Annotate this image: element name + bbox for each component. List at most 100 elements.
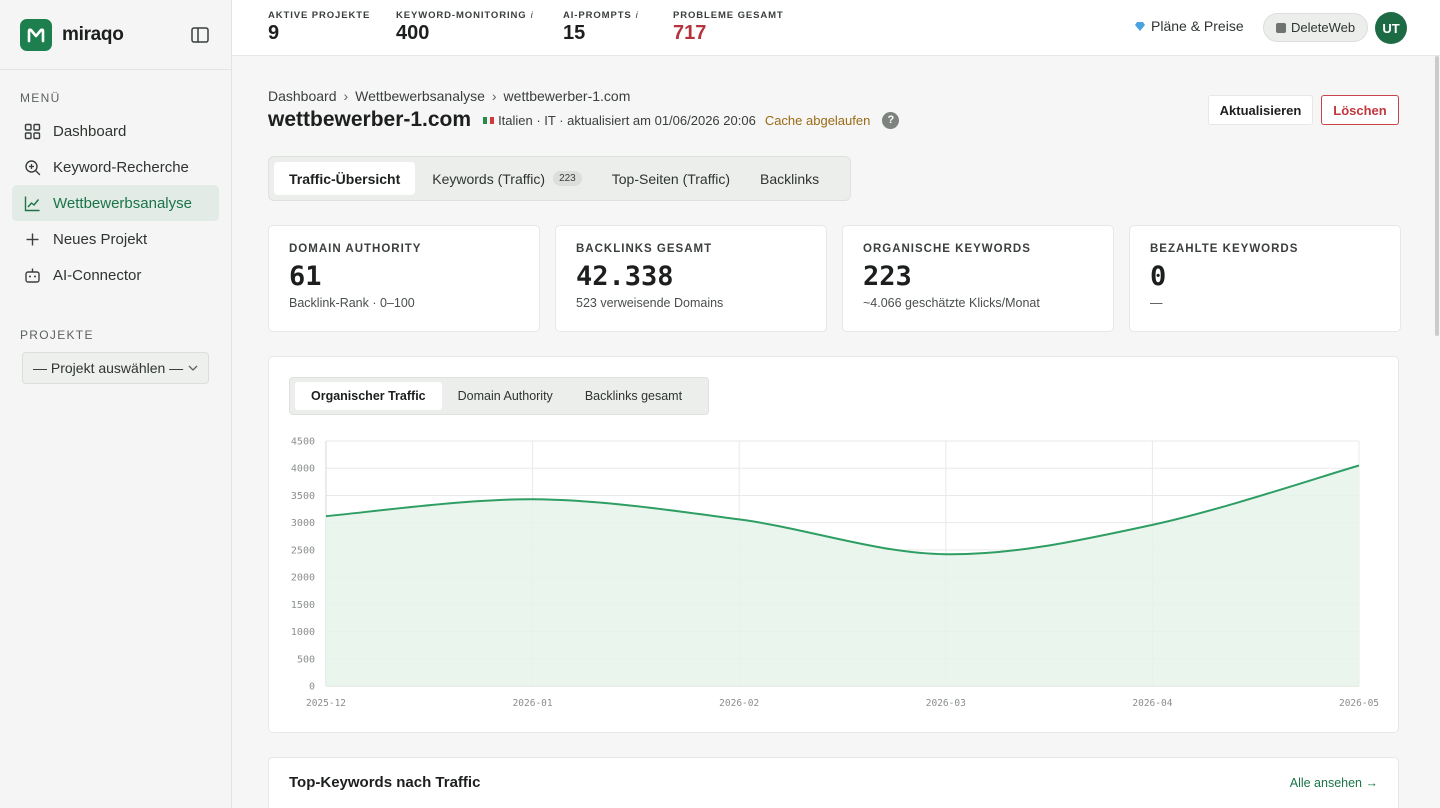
tab-backlinks[interactable]: Backlinks [760, 170, 820, 187]
view-all-link[interactable]: Alle ansehen → [1289, 776, 1378, 790]
project-select[interactable]: — Projekt auswählen — [22, 352, 209, 384]
stat-value: 400 [396, 22, 430, 44]
sidebar-item-label: Neues Projekt [53, 230, 148, 248]
x-tick-label: 2026-02 [719, 698, 759, 709]
info-icon[interactable]: i [530, 10, 533, 21]
y-tick-label: 0 [309, 682, 315, 693]
scrollbar[interactable] [1433, 56, 1440, 336]
page-meta-text: Italien · IT · aktualisiert am 01/06/202… [498, 112, 756, 128]
series-line [325, 464, 1360, 556]
breadcrumb: Dashboard › Wettbewerbsanalyse › wettbew… [268, 88, 630, 104]
chart-tabs: Organischer Traffic Domain Authority Bac… [289, 377, 709, 415]
metric-sub: Backlink-Rank · 0–100 [289, 296, 415, 310]
breadcrumb-dashboard[interactable]: Dashboard [268, 88, 337, 104]
top-keywords-card: Top-Keywords nach Traffic Alle ansehen → [268, 757, 1399, 808]
scrollbar-thumb[interactable] [1435, 56, 1439, 336]
sidebar-item-keyword-recherche[interactable]: Keyword-Recherche [12, 149, 219, 185]
breadcrumb-wettbewerbsanalyse[interactable]: Wettbewerbsanalyse [355, 88, 485, 104]
stat-label: KEYWORD-MONITORING i [396, 10, 533, 21]
metric-value: 0 [1150, 261, 1167, 292]
metric-label: ORGANISCHE KEYWORDS [863, 243, 1031, 255]
help-icon[interactable]: ? [882, 111, 900, 129]
metric-label: BACKLINKS GESAMT [576, 243, 713, 255]
metric-label: BEZAHLTE KEYWORDS [1150, 243, 1299, 255]
grid-icon [24, 123, 41, 139]
traffic-chart: 0 500 1000 1500 2000 2500 3000 3500 4000 4500 2025… [291, 437, 1379, 710]
breadcrumb-separator: › [491, 88, 497, 104]
metric-card-paid-keywords: BEZAHLTE KEYWORDS 0 — [1129, 225, 1401, 332]
menu-section-label: MENÜ [20, 91, 61, 105]
brand-name: miraqo [62, 23, 124, 45]
sidebar-nav: Dashboard Keyword-Recherche Wettbewerbsa… [0, 113, 231, 293]
sidebar-item-wettbewerbsanalyse[interactable]: Wettbewerbsanalyse [12, 185, 219, 221]
line-chart-icon [24, 196, 40, 211]
stat-value: 9 [268, 22, 280, 44]
x-tick-label: 2026-04 [1132, 698, 1172, 709]
tab-top-seiten[interactable]: Top-Seiten (Traffic) [611, 170, 731, 187]
stat-keyword-monitoring: KEYWORD-MONITORING i 400 [396, 10, 533, 45]
chart-tab-organic-traffic[interactable]: Organischer Traffic [295, 382, 442, 410]
sidebar-item-ai-connector[interactable]: AI-Connector [12, 257, 219, 293]
workspace-button[interactable]: DeleteWeb [1263, 13, 1369, 42]
plans-link[interactable]: Pläne & Preise [1135, 18, 1244, 34]
sidebar-item-label: AI-Connector [53, 266, 142, 284]
stat-ai-prompts: AI-PROMPTS i 15 [563, 10, 638, 45]
sidebar-item-neues-projekt[interactable]: Neues Projekt [12, 221, 219, 257]
y-tick-label: 2000 [291, 573, 315, 584]
avatar[interactable]: UT [1375, 12, 1407, 44]
projects-section-label: PROJEKTE [20, 328, 94, 342]
workspace-label: DeleteWeb [1291, 20, 1356, 35]
search-plus-icon [25, 159, 41, 175]
sidebar: miraqo MENÜ Dashboard Keyword-Recherche … [0, 0, 232, 808]
title-row: wettbewerber-1.com Italien · IT · aktual… [268, 108, 900, 132]
chart-tab-backlinks[interactable]: Backlinks gesamt [584, 389, 683, 403]
stat-label: AI-PROMPTS i [563, 10, 638, 21]
breadcrumb-current: wettbewerber-1.com [503, 88, 631, 104]
cache-status: Cache abgelaufen [764, 112, 871, 128]
x-tick-label: 2026-03 [926, 698, 966, 709]
sidebar-toggle-icon [191, 26, 209, 43]
logo-icon[interactable] [20, 18, 52, 51]
y-tick-label: 1000 [291, 627, 315, 638]
series-area [326, 465, 1359, 686]
page-title: wettbewerber-1.com [268, 108, 472, 131]
x-tick-label: 2025-12 [306, 698, 346, 709]
plus-icon [26, 233, 39, 245]
sidebar-toggle-button[interactable] [189, 24, 211, 46]
project-select-value: — Projekt auswählen — [33, 360, 184, 376]
y-tick-label: 3500 [291, 491, 315, 502]
x-tick-label: 2026-01 [513, 698, 553, 709]
stat-value: 15 [563, 22, 586, 44]
building-icon [1276, 22, 1286, 33]
top-keywords-title: Top-Keywords nach Traffic [289, 774, 481, 791]
breadcrumb-separator: › [343, 88, 349, 104]
traffic-chart-card: 0 500 1000 1500 2000 2500 3000 3500 4000 4500 2025… [268, 356, 1399, 733]
sidebar-item-label: Wettbewerbsanalyse [53, 194, 192, 212]
metric-sub: — [1150, 296, 1163, 310]
stat-aktive-projekte: AKTIVE PROJEKTE 9 [268, 10, 370, 45]
sidebar-item-label: Dashboard [53, 122, 127, 140]
tab-keywords-traffic[interactable]: Keywords (Traffic) 223 [415, 162, 597, 195]
page-tabs: Traffic-Übersicht Keywords (Traffic) 223… [268, 156, 851, 201]
stat-value: 717 [673, 22, 707, 44]
y-tick-label: 4000 [291, 464, 315, 475]
refresh-button[interactable]: Aktualisieren [1208, 95, 1313, 125]
tab-label: Keywords (Traffic) [432, 170, 546, 187]
metric-sub: ~4.066 geschätzte Klicks/Monat [863, 296, 1040, 310]
sidebar-item-dashboard[interactable]: Dashboard [12, 113, 219, 149]
x-tick-label: 2026-05 [1339, 698, 1379, 709]
y-tick-label: 3000 [291, 518, 315, 529]
metric-card-domain-authority: DOMAIN AUTHORITY 61 Backlink-Rank · 0–10… [268, 225, 540, 332]
y-tick-label: 500 [297, 654, 315, 665]
info-icon[interactable]: i [635, 10, 638, 21]
chart-tab-domain-authority[interactable]: Domain Authority [457, 389, 553, 403]
italy-flag-icon [483, 116, 495, 124]
metric-value: 223 [863, 261, 912, 292]
sidebar-item-label: Keyword-Recherche [53, 158, 189, 176]
tab-traffic-uebersicht[interactable]: Traffic-Übersicht [274, 162, 416, 195]
delete-button[interactable]: Löschen [1321, 95, 1399, 125]
metric-value: 61 [289, 261, 322, 292]
metric-card-organic-keywords: ORGANISCHE KEYWORDS 223 ~4.066 geschätzt… [842, 225, 1114, 332]
stat-label: PROBLEME GESAMT [673, 10, 784, 21]
chevron-down-icon [188, 365, 198, 371]
